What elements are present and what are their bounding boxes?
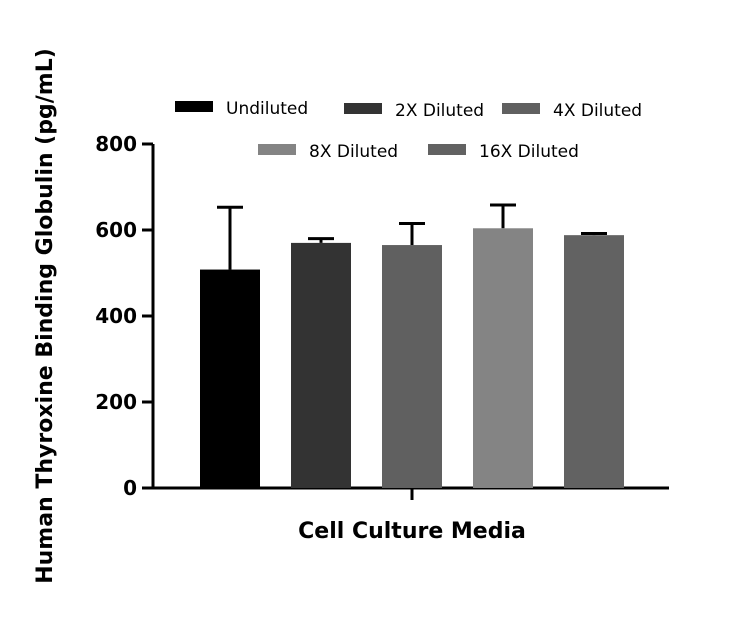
legend-swatch (175, 101, 213, 112)
bar (200, 269, 260, 488)
y-ticks: 0 200 400 600 800 (95, 132, 153, 500)
legend-label: Undiluted (226, 99, 308, 119)
legend-swatch (344, 103, 382, 114)
bar (473, 228, 533, 488)
legend-label: 8X Diluted (309, 142, 398, 162)
bars (200, 203, 624, 488)
bar (564, 235, 624, 488)
x-axis-title: Cell Culture Media (298, 519, 526, 544)
legend-label: 16X Diluted (479, 142, 579, 162)
bar (382, 245, 442, 488)
y-tick-label: 200 (95, 390, 137, 414)
bar (291, 242, 351, 488)
y-tick-label: 800 (95, 132, 137, 156)
y-tick-label: 0 (123, 476, 137, 500)
legend-label: 2X Diluted (395, 101, 484, 121)
y-tick-label: 400 (95, 304, 137, 328)
y-axis-title: Human Thyroxine Binding Globulin (pg/mL) (33, 48, 58, 584)
legend-swatch (502, 103, 540, 114)
y-tick-label: 600 (95, 218, 137, 242)
x-axis (153, 486, 669, 500)
legend-swatch (428, 144, 466, 155)
legend-label: 4X Diluted (553, 101, 642, 121)
legend-swatch (258, 144, 296, 155)
legend: Undiluted 2X Diluted 4X Diluted 8X Diluted 1… (175, 99, 642, 162)
